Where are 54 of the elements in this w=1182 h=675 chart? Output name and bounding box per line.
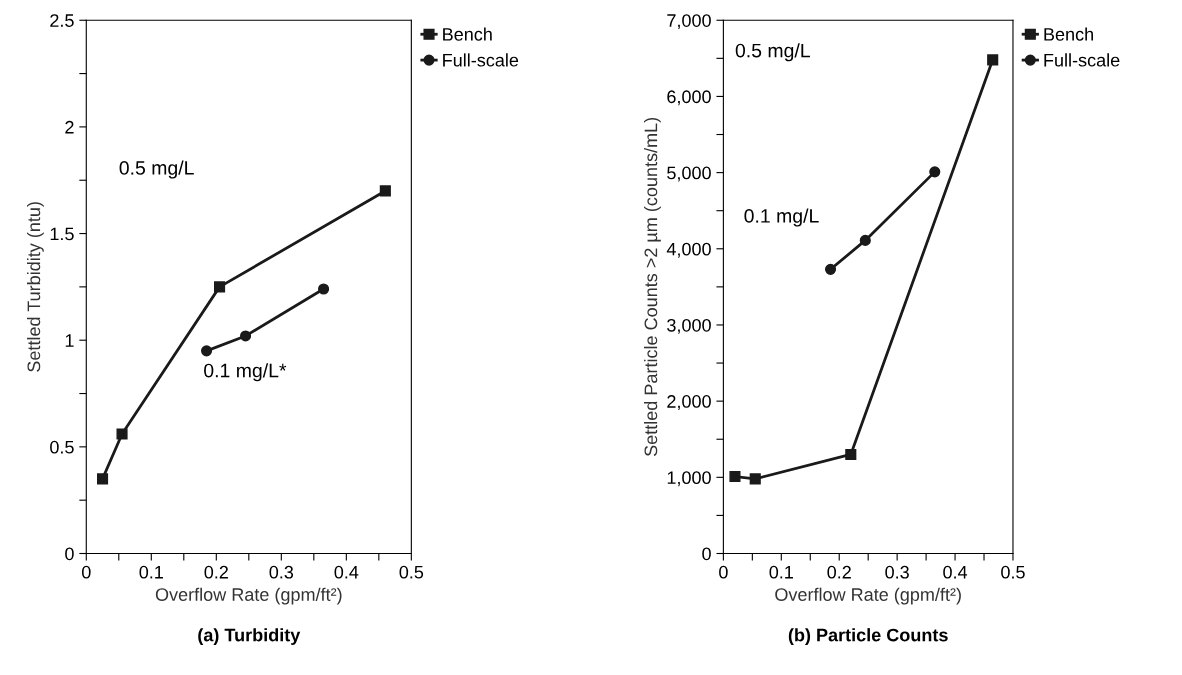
y-tick-label: 0 xyxy=(702,547,711,561)
x-tick-label: 0.1 xyxy=(139,565,163,579)
point xyxy=(929,166,941,178)
x-tick-label: 0.2 xyxy=(827,565,851,579)
legend-label: Bench xyxy=(443,27,492,41)
annotation: 0.5 mg/L xyxy=(119,160,194,179)
y-tick-label: 2,000 xyxy=(667,395,711,410)
y-tick-label: 4,000 xyxy=(666,242,711,258)
x-axis-title: Overflow Rate (gpm/ft²) xyxy=(155,587,342,605)
point xyxy=(214,281,226,293)
y-tick-label: 5,000 xyxy=(667,166,711,182)
point xyxy=(200,345,213,357)
legend-label: Full-scale xyxy=(1044,53,1120,67)
x-tick-label: 0.2 xyxy=(204,565,228,579)
point xyxy=(859,234,871,246)
point xyxy=(96,473,109,485)
y-tick-label: 1 xyxy=(65,334,74,347)
annotation: 0.1 mg/L xyxy=(744,208,819,227)
point xyxy=(987,54,999,66)
y-tick-label: 3,000 xyxy=(667,318,711,334)
x-tick-label: 0.3 xyxy=(269,565,294,579)
point xyxy=(318,283,330,295)
y-tick-label: 6,000 xyxy=(667,90,711,106)
point xyxy=(749,473,761,485)
x-axis-title: Overflow Rate (gpm/ft²) xyxy=(775,587,961,605)
text: (b) Particle Counts xyxy=(788,628,948,645)
point xyxy=(240,330,252,342)
y-tick-label: 1.5 xyxy=(50,227,74,241)
text: (a) Turbidity xyxy=(198,628,301,645)
point xyxy=(845,448,857,461)
x-tick-label: 0 xyxy=(81,565,91,579)
y-axis-title: Settled Particle Counts >2 µm (counts/mL) xyxy=(644,117,661,457)
x-tick-label: 0.3 xyxy=(885,565,909,579)
y-tick-label: 2.5 xyxy=(50,14,74,27)
x-tick-label: 0.4 xyxy=(334,565,359,579)
point xyxy=(729,471,741,483)
x-tick-label: 0.4 xyxy=(943,565,968,579)
x-tick-label: 0 xyxy=(719,565,728,579)
y-tick-label: 7,000 xyxy=(667,14,711,30)
y-tick-label: 1,000 xyxy=(667,471,711,487)
y-tick-label: 2 xyxy=(65,120,74,134)
legend-label: Bench xyxy=(1044,27,1093,41)
point xyxy=(824,263,837,275)
annotation: 0.1 mg/L* xyxy=(204,363,287,382)
x-tick-label: 0.5 xyxy=(399,565,424,579)
point xyxy=(116,428,128,440)
x-tick-label: 0.1 xyxy=(769,565,793,579)
y-axis-title: Settled Turbidity (ntu) xyxy=(27,202,44,372)
y-tick-label: 0.5 xyxy=(50,440,74,454)
point xyxy=(379,185,391,197)
annotation: 0.5 mg/L xyxy=(735,43,810,62)
x-tick-label: 0.5 xyxy=(1001,565,1025,579)
legend-label: Full-scale xyxy=(443,53,519,67)
y-tick-label: 0 xyxy=(65,547,74,561)
